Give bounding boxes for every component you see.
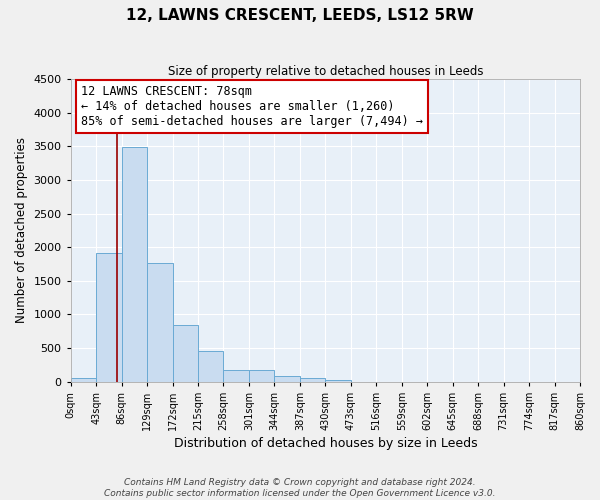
Bar	[173, 325, 198, 382]
Bar	[325, 380, 351, 382]
Bar	[147, 262, 173, 382]
Y-axis label: Number of detached properties: Number of detached properties	[15, 138, 28, 324]
Bar	[96, 254, 122, 382]
Bar	[223, 370, 249, 382]
Text: Contains HM Land Registry data © Crown copyright and database right 2024.
Contai: Contains HM Land Registry data © Crown c…	[104, 478, 496, 498]
Bar	[198, 351, 223, 382]
Bar	[274, 376, 300, 382]
Text: 12 LAWNS CRESCENT: 78sqm
← 14% of detached houses are smaller (1,260)
85% of sem: 12 LAWNS CRESCENT: 78sqm ← 14% of detach…	[81, 85, 423, 128]
Text: 12, LAWNS CRESCENT, LEEDS, LS12 5RW: 12, LAWNS CRESCENT, LEEDS, LS12 5RW	[126, 8, 474, 22]
Bar	[122, 147, 147, 382]
Bar	[300, 378, 325, 382]
X-axis label: Distribution of detached houses by size in Leeds: Distribution of detached houses by size …	[173, 437, 477, 450]
Bar	[71, 378, 96, 382]
Bar	[249, 370, 274, 382]
Title: Size of property relative to detached houses in Leeds: Size of property relative to detached ho…	[167, 65, 483, 78]
